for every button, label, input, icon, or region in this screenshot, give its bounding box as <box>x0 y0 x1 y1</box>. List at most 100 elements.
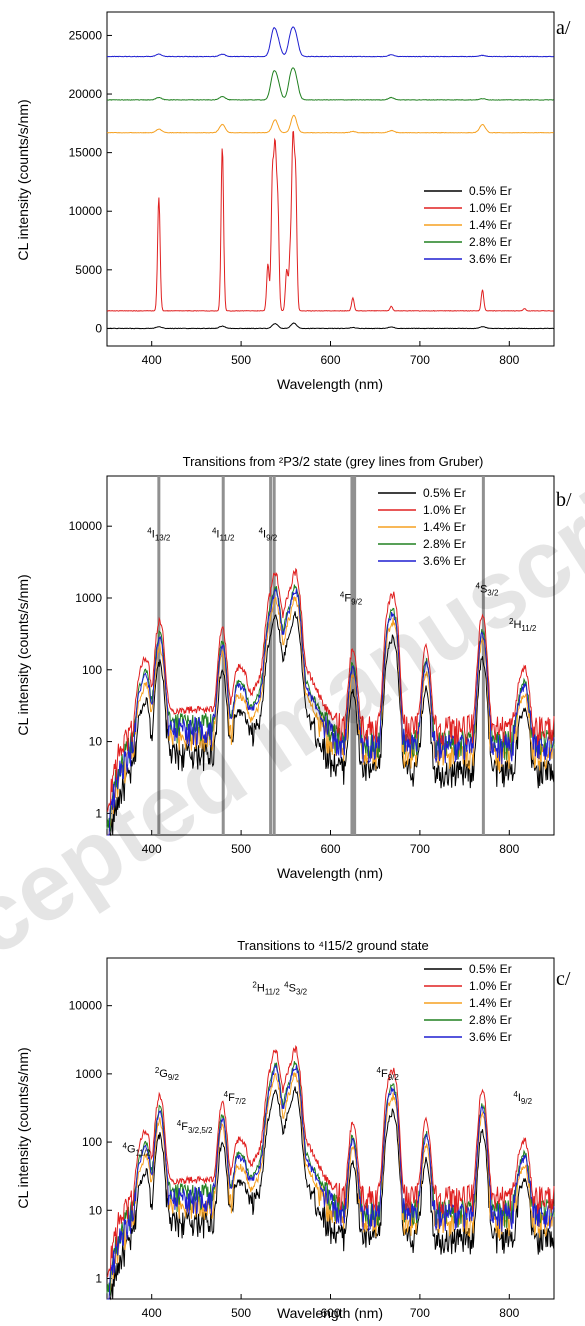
legend-label: 0.5% Er <box>469 962 512 976</box>
series-line <box>106 130 554 312</box>
x-tick-label: 800 <box>499 1306 519 1320</box>
x-tick-label: 700 <box>410 842 430 856</box>
panel-c-ticks: 400 500 600 700 800 1 10 100 1000 10000 <box>69 999 520 1320</box>
y-tick-label: 25000 <box>69 28 103 42</box>
state-annotation: 4I9/2 <box>513 1090 532 1106</box>
legend-label: 1.4% Er <box>469 218 512 232</box>
series-line <box>107 1086 555 1301</box>
legend-label: 0.5% Er <box>469 184 512 198</box>
series-line <box>107 611 555 837</box>
y-tick-label: 10 <box>89 1203 103 1217</box>
series-line <box>106 114 554 134</box>
panel-b-title-a: Transitions from ²P3/2 state (grey lines… <box>183 454 484 469</box>
panel-b-plot-area <box>106 567 555 837</box>
panel-a-plot-area <box>106 26 554 330</box>
y-tick-label: 100 <box>82 663 102 677</box>
series-line <box>106 587 555 836</box>
chart-panel-a: a/ 400 500 600 700 800 0 5000 10000 15000 20000 25… <box>15 11 571 392</box>
legend-label: 1.4% Er <box>423 520 466 534</box>
state-annotation: 4F9/2 <box>340 590 363 606</box>
series-line <box>106 584 555 832</box>
panel-c-legend: 0.5% Er 1.0% Er 1.4% Er 2.8% Er 3.6% Er <box>424 962 512 1044</box>
y-tick-label: 10 <box>89 735 103 749</box>
state-annotation: 2H11/2 <box>252 981 280 997</box>
y-tick-label: 1000 <box>75 1067 102 1081</box>
state-annotation: 4I11/2 <box>212 526 235 542</box>
x-tick-label: 500 <box>231 353 251 367</box>
series-line <box>106 1045 555 1278</box>
y-tick-label: 10000 <box>69 999 103 1013</box>
panel-a-tag: a/ <box>556 17 571 39</box>
panel-b-title: Transitions from ²P3/2 state (grey lines… <box>183 454 484 469</box>
y-tick-label: 0 <box>95 321 102 335</box>
series-line <box>106 567 555 812</box>
state-annotation: 2G9/2 <box>155 1066 180 1082</box>
legend-label: 2.8% Er <box>469 1013 512 1027</box>
x-tick-label: 500 <box>231 842 251 856</box>
panel-a-x-axis-label: Wavelength (nm) <box>277 376 383 392</box>
legend-label: 1.0% Er <box>469 979 512 993</box>
legend-label: 3.6% Er <box>423 554 466 568</box>
y-tick-label: 15000 <box>69 146 103 160</box>
legend-label: 0.5% Er <box>423 486 466 500</box>
legend-label: 1.0% Er <box>469 201 512 215</box>
state-annotation: 4F3/2,5/2 <box>177 1119 213 1135</box>
panel-a-y-axis-label: CL intensity (counts/s/nm) <box>15 99 31 260</box>
legend-label: 1.0% Er <box>423 503 466 517</box>
x-tick-label: 600 <box>320 842 340 856</box>
panel-b-ticks: 400 500 600 700 800 1 10 100 1000 10000 <box>69 519 520 856</box>
panel-c-plot-area <box>106 1045 555 1301</box>
x-tick-label: 400 <box>142 842 162 856</box>
y-tick-label: 5000 <box>75 263 102 277</box>
x-tick-label: 600 <box>320 353 340 367</box>
y-tick-label: 1000 <box>75 591 102 605</box>
y-tick-label: 1 <box>95 806 102 820</box>
x-tick-label: 800 <box>499 353 519 367</box>
panel-b-annotations: 4I13/2 4I11/2 4I9/2 4F9/2 4S3/2 2H11/2 <box>147 526 537 633</box>
series-line <box>106 26 554 58</box>
panel-a-axes-frame <box>106 11 555 347</box>
x-tick-label: 700 <box>410 1306 430 1320</box>
state-annotation: 4F7/2 <box>224 1090 247 1106</box>
y-tick-label: 100 <box>82 1135 102 1149</box>
state-annotation: 4S3/2 <box>475 581 498 597</box>
state-annotation: 2H11/2 <box>509 617 537 633</box>
panel-b-legend: 0.5% Er 1.0% Er 1.4% Er 2.8% Er 3.6% Er <box>378 486 466 568</box>
panel-a-legend: 0.5% Er 1.0% Er 1.4% Er 2.8% Er 3.6% Er <box>424 184 512 266</box>
panel-b-tag: b/ <box>556 489 572 511</box>
y-tick-label: 10000 <box>69 519 103 533</box>
state-annotation: 4I9/2 <box>259 526 278 542</box>
legend-label: 3.6% Er <box>469 252 512 266</box>
series-line <box>106 1061 555 1296</box>
state-annotation: 4S3/2 <box>284 981 307 997</box>
legend-label: 3.6% Er <box>469 1030 512 1044</box>
panel-b-x-axis-label: Wavelength (nm) <box>277 865 383 881</box>
series-line <box>106 1063 555 1300</box>
legend-label: 2.8% Er <box>469 235 512 249</box>
y-tick-label: 10000 <box>69 204 103 218</box>
series-line <box>106 67 554 101</box>
legend-label: 1.4% Er <box>469 996 512 1010</box>
series-line <box>106 322 554 330</box>
x-tick-label: 500 <box>231 1306 251 1320</box>
panel-c-tag: c/ <box>556 968 571 990</box>
legend-label: 2.8% Er <box>423 537 466 551</box>
panel-c-x-axis-label: Wavelength (nm) <box>277 1305 383 1321</box>
y-tick-label: 1 <box>95 1271 102 1285</box>
x-tick-label: 600 <box>320 1306 340 1320</box>
panel-a-ticks: 400 500 600 700 800 0 5000 10000 15000 20000 25000 <box>69 28 520 367</box>
state-annotation: 4G11/2 <box>123 1142 152 1158</box>
chart-panel-c: Transitions to ⁴I15/2 ground state c/ 40… <box>15 938 571 1321</box>
panel-c-y-axis-label: CL intensity (counts/s/nm) <box>15 1047 31 1208</box>
x-tick-label: 400 <box>142 353 162 367</box>
x-tick-label: 400 <box>142 1306 162 1320</box>
panel-b-y-axis-label: CL intensity (counts/s/nm) <box>15 574 31 735</box>
x-tick-label: 800 <box>499 842 519 856</box>
x-tick-label: 700 <box>410 353 430 367</box>
panel-c-title: Transitions to ⁴I15/2 ground state <box>237 938 429 953</box>
state-annotation: 4F9/2 <box>377 1066 400 1082</box>
chart-panel-b: Transitions from ²P3/2 state (grey lines… <box>15 454 572 881</box>
series-line <box>106 1072 555 1300</box>
